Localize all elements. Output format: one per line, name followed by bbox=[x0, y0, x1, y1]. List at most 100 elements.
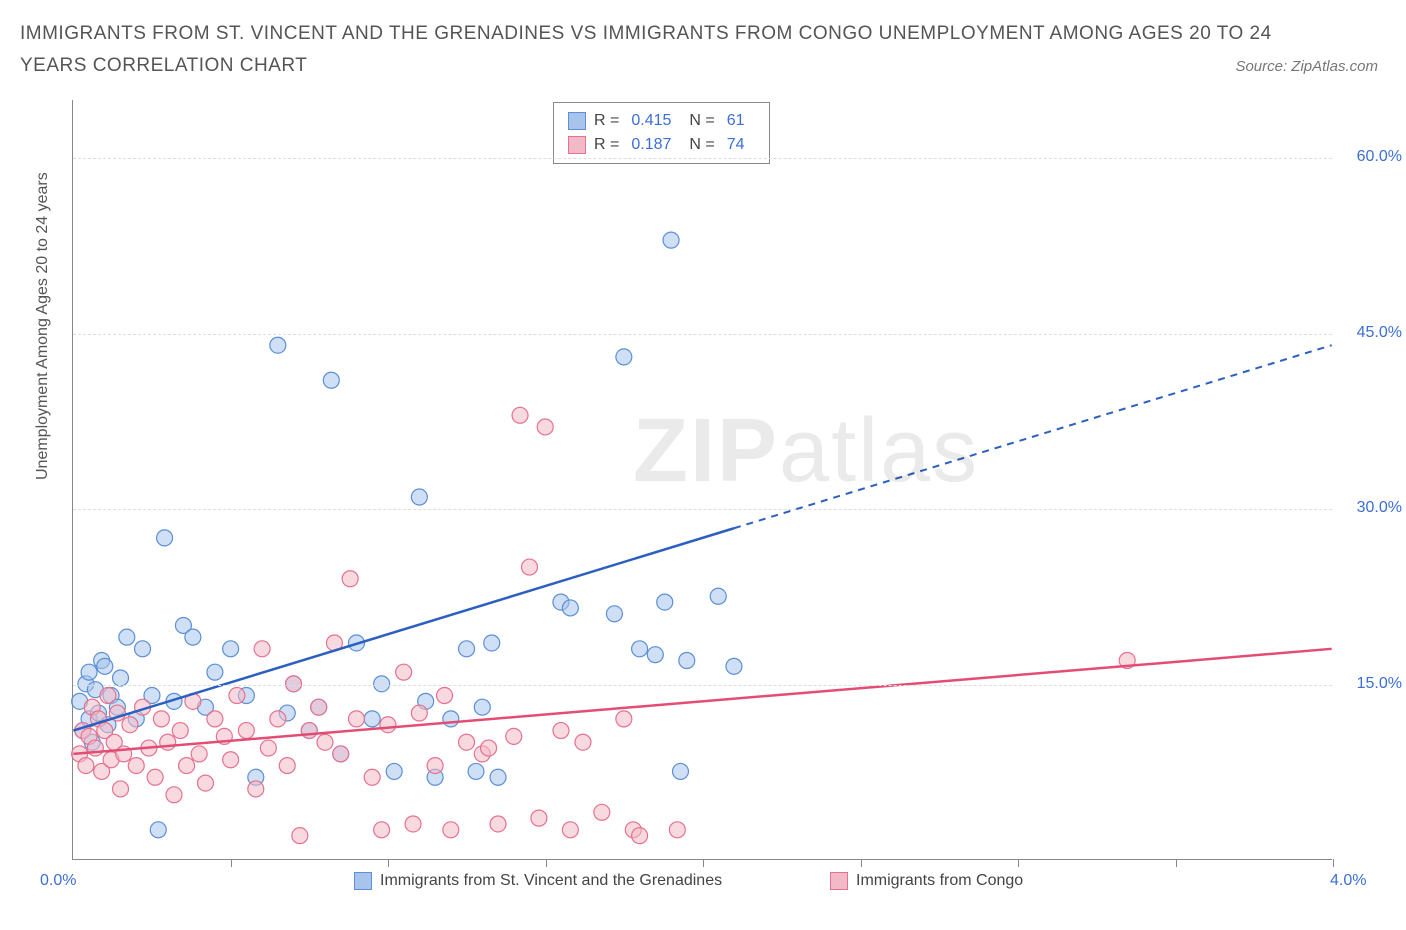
data-point bbox=[185, 629, 201, 645]
data-point bbox=[443, 711, 459, 727]
data-point bbox=[279, 758, 295, 774]
correlation-legend: R = 0.415 N = 61 R = 0.187 N = 74 bbox=[553, 102, 770, 164]
legend-swatch-svg bbox=[568, 112, 586, 130]
data-point bbox=[443, 822, 459, 838]
data-point bbox=[172, 723, 188, 739]
data-point bbox=[207, 664, 223, 680]
data-point bbox=[197, 775, 213, 791]
data-point bbox=[254, 641, 270, 657]
data-point bbox=[147, 769, 163, 785]
chart-title: IMMIGRANTS FROM ST. VINCENT AND THE GREN… bbox=[20, 18, 1286, 83]
data-point bbox=[323, 372, 339, 388]
data-point bbox=[594, 804, 610, 820]
y-tick-label: 60.0% bbox=[1342, 148, 1402, 166]
x-tick bbox=[861, 859, 862, 867]
legend-row-congo: R = 0.187 N = 74 bbox=[568, 133, 755, 157]
data-point bbox=[128, 758, 144, 774]
data-point bbox=[166, 787, 182, 803]
legend-swatch-icon bbox=[830, 872, 848, 890]
data-point bbox=[248, 781, 264, 797]
data-point bbox=[374, 822, 390, 838]
y-axis-label: Unemployment Among Ages 20 to 24 years bbox=[34, 172, 52, 480]
data-point bbox=[292, 828, 308, 844]
legend-label: Immigrants from Congo bbox=[856, 872, 1023, 890]
data-point bbox=[386, 763, 402, 779]
x-tick bbox=[388, 859, 389, 867]
data-point bbox=[179, 758, 195, 774]
data-point bbox=[229, 688, 245, 704]
data-point bbox=[364, 769, 380, 785]
data-point bbox=[459, 734, 475, 750]
data-point bbox=[468, 763, 484, 779]
y-tick-label: 45.0% bbox=[1342, 324, 1402, 342]
data-point bbox=[490, 816, 506, 832]
data-point bbox=[663, 232, 679, 248]
trend-line-solid bbox=[73, 649, 1331, 754]
legend-swatch-congo bbox=[568, 136, 586, 154]
plot-area: ZIPatlas R = 0.415 N = 61 R = 0.187 N = … bbox=[72, 100, 1332, 860]
chart-svg bbox=[73, 100, 1332, 859]
data-point bbox=[122, 717, 138, 733]
trend-line-solid bbox=[73, 528, 734, 730]
y-tick-label: 15.0% bbox=[1342, 675, 1402, 693]
data-point bbox=[484, 635, 500, 651]
data-point bbox=[672, 763, 688, 779]
data-point bbox=[270, 337, 286, 353]
data-point bbox=[157, 530, 173, 546]
data-point bbox=[113, 781, 129, 797]
data-point bbox=[506, 728, 522, 744]
legend-row-svg: R = 0.415 N = 61 bbox=[568, 109, 755, 133]
gridline bbox=[73, 509, 1332, 510]
data-point bbox=[427, 758, 443, 774]
x-tick bbox=[546, 859, 547, 867]
data-point bbox=[100, 688, 116, 704]
data-point bbox=[81, 664, 97, 680]
data-point bbox=[411, 705, 427, 721]
data-point bbox=[238, 723, 254, 739]
x-tick bbox=[1176, 859, 1177, 867]
legend-swatch-icon bbox=[354, 872, 372, 890]
data-point bbox=[342, 571, 358, 587]
data-point bbox=[726, 658, 742, 674]
data-point bbox=[78, 758, 94, 774]
data-point bbox=[537, 419, 553, 435]
data-point bbox=[411, 489, 427, 505]
data-point bbox=[632, 641, 648, 657]
gridline bbox=[73, 158, 1332, 159]
x-tick bbox=[1018, 859, 1019, 867]
x-end-label: 4.0% bbox=[1330, 872, 1366, 890]
data-point bbox=[119, 629, 135, 645]
data-point bbox=[301, 723, 317, 739]
data-point bbox=[632, 828, 648, 844]
data-point bbox=[348, 711, 364, 727]
data-point bbox=[459, 641, 475, 657]
bottom-legend-congo: Immigrants from Congo bbox=[830, 872, 1023, 890]
chart-title-area: IMMIGRANTS FROM ST. VINCENT AND THE GREN… bbox=[20, 18, 1286, 83]
data-point bbox=[553, 723, 569, 739]
data-point bbox=[437, 688, 453, 704]
x-tick bbox=[703, 859, 704, 867]
data-point bbox=[521, 559, 537, 575]
data-point bbox=[531, 810, 547, 826]
data-point bbox=[710, 588, 726, 604]
data-point bbox=[153, 711, 169, 727]
data-point bbox=[490, 769, 506, 785]
trend-line-dashed bbox=[734, 345, 1332, 528]
gridline bbox=[73, 334, 1332, 335]
data-point bbox=[223, 641, 239, 657]
data-point bbox=[679, 653, 695, 669]
data-point bbox=[333, 746, 349, 762]
x-origin-label: 0.0% bbox=[40, 872, 76, 890]
data-point bbox=[474, 699, 490, 715]
data-point bbox=[311, 699, 327, 715]
y-tick-label: 30.0% bbox=[1342, 499, 1402, 517]
bottom-legend-svg: Immigrants from St. Vincent and the Gren… bbox=[354, 872, 722, 890]
data-point bbox=[616, 711, 632, 727]
data-point bbox=[364, 711, 380, 727]
gridline bbox=[73, 685, 1332, 686]
data-point bbox=[160, 734, 176, 750]
data-point bbox=[135, 641, 151, 657]
legend-label: Immigrants from St. Vincent and the Gren… bbox=[380, 872, 722, 890]
data-point bbox=[669, 822, 685, 838]
data-point bbox=[405, 816, 421, 832]
